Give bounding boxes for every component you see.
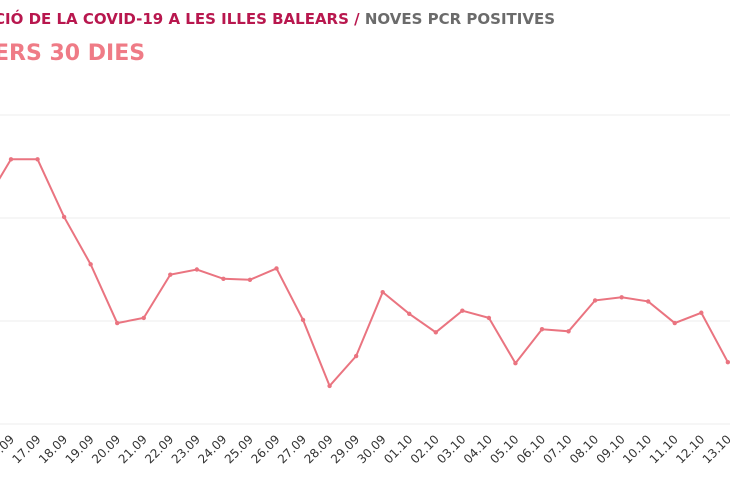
x-tick-label: 12.10 [673,432,707,466]
x-tick-label: 04.10 [461,432,495,466]
data-point [327,383,332,389]
x-tick-label: 19.09 [63,432,97,466]
data-point [194,267,200,272]
data-point [486,315,492,321]
data-line [0,158,729,388]
chart-title: CIÓ DE LA COVID-19 A LES ILLES BALEARS /… [0,9,555,28]
x-tick-label: 23.09 [169,432,203,466]
x-tick-label: 22.09 [142,432,176,466]
data-point [646,299,651,304]
x-tick-label: 27.09 [275,432,309,466]
title-main: CIÓ DE LA COVID-19 A LES ILLES BALEARS / [0,9,360,28]
x-tick-label: 17.09 [9,432,43,466]
data-point [460,308,465,313]
data-point [141,315,146,321]
data-point [88,262,93,267]
data-point [221,276,226,281]
data-point [566,329,571,334]
data-point [115,320,120,326]
data-point [699,310,704,315]
x-tick-label: 21.09 [116,432,150,466]
x-tick-label: 11.10 [647,432,681,466]
data-point [247,277,253,282]
x-tick-label: 02.10 [408,432,442,466]
data-point [8,157,14,162]
x-tick-label: 09.10 [594,432,628,466]
x-tick-label: 30.09 [355,432,389,466]
x-tick-label: 05.10 [487,432,521,466]
x-tick-label: 08.10 [567,432,601,466]
data-point [274,266,279,271]
x-tick-label: 01.10 [381,432,415,466]
x-tick-label: 13.10 [700,432,730,466]
data-point [300,317,306,323]
data-point [619,295,624,300]
chart-subtitle: ERS 30 DIES [0,41,145,66]
data-point [35,157,40,162]
data-point [353,353,359,359]
data-point [672,320,677,326]
x-tick-label: 06.10 [514,432,548,466]
title-secondary: NOVES PCR POSITIVES [365,10,555,28]
x-tick-label: 20.09 [89,432,123,466]
data-point [407,311,412,316]
x-tick-label: 10.10 [620,432,654,466]
x-tick-label: 18.09 [36,432,70,466]
x-tick-label: 29.09 [328,432,362,466]
x-tick-label: 26.09 [248,432,282,466]
x-tick-label: 07.10 [540,432,574,466]
x-tick-label: 24.09 [195,432,229,466]
data-point [592,298,598,303]
x-tick-label: 03.10 [434,432,468,466]
data-point [61,214,67,220]
data-point [168,272,173,277]
data-point [539,327,545,332]
data-point [725,360,730,365]
data-point [433,330,438,335]
x-tick-label: 28.09 [302,432,336,466]
data-point [380,289,385,295]
x-tick-label: 25.09 [222,432,256,466]
data-point [513,361,518,366]
